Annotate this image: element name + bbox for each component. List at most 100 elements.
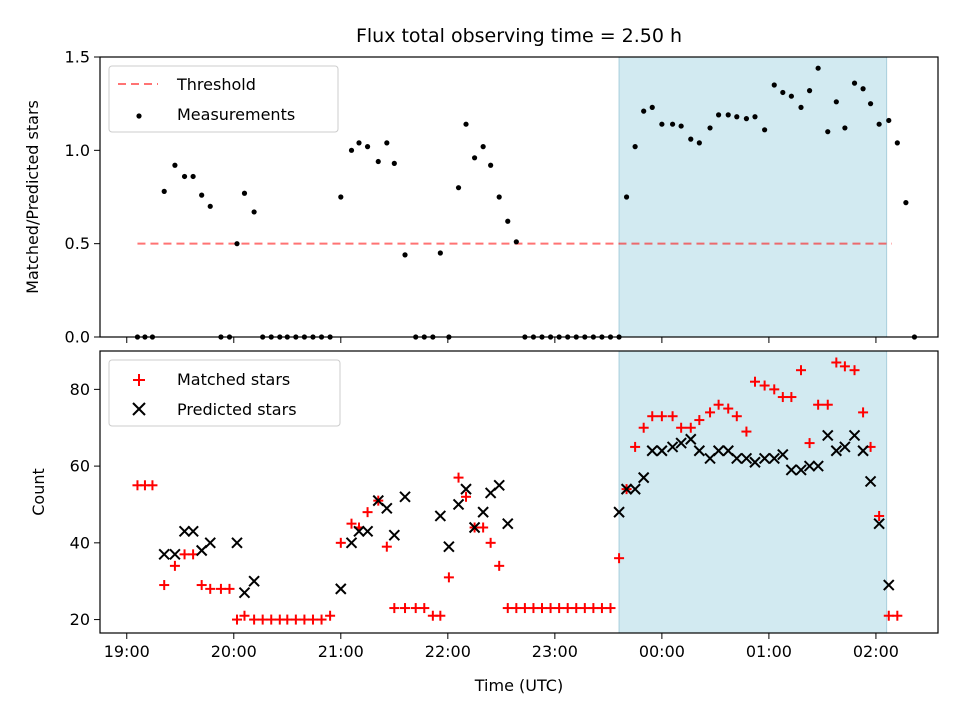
measurement-point — [480, 144, 486, 150]
predicted-star-point — [629, 483, 641, 495]
predicted-star-point — [839, 441, 851, 453]
predicted-star-point — [169, 548, 181, 561]
top-panel: 0.0 0.5 1.0 1.5 Flux total observing time =… — [23, 25, 939, 347]
predicted-star-point — [785, 464, 798, 476]
x-tick-label: 02:00 — [853, 642, 899, 661]
x-tick-label: 22:00 — [425, 642, 471, 661]
predicted-star-point — [675, 437, 687, 449]
measurement-point — [851, 80, 858, 86]
measurement-point — [780, 89, 786, 96]
matched-star-point — [325, 610, 336, 621]
predicted-star-point — [637, 471, 650, 484]
x-axis-label: Time (UTC) — [474, 676, 563, 695]
matched-star-point — [786, 392, 797, 403]
matched-star-point — [528, 603, 539, 614]
measurement-point — [356, 140, 362, 146]
measurement-point — [725, 112, 731, 118]
matched-star-point — [579, 603, 590, 614]
matched-star-point — [874, 510, 885, 521]
matched-star-point — [562, 603, 573, 614]
measurement-point — [641, 108, 647, 114]
matched-star-point — [713, 399, 724, 410]
matched-star-point — [290, 614, 301, 625]
top-y-axis-label: Matched/Predicted stars — [23, 100, 42, 294]
predicted-star-point — [204, 537, 216, 549]
measurement-point — [488, 162, 494, 168]
matched-star-point — [224, 583, 235, 594]
matched-star-point — [605, 603, 616, 614]
matched-star-point — [215, 583, 226, 594]
predicted-star-point — [335, 583, 347, 595]
measurement-point — [696, 140, 702, 146]
measurement-point — [496, 194, 502, 200]
predicted-star-point — [795, 464, 807, 476]
matched-star-point — [839, 361, 850, 372]
predicted-star-point — [388, 529, 401, 541]
matched-star-point — [443, 572, 454, 583]
measurement-point — [161, 188, 167, 194]
matched-star-point — [419, 603, 430, 614]
matched-star-point — [299, 614, 310, 625]
bottom-x-ticks: 19:00 20:00 21:00 22:00 23:00 00:00 01:00 02:00 — [104, 633, 899, 661]
bottom-y-tick-label: 40 — [70, 533, 90, 552]
matched-star-point — [307, 614, 318, 625]
matched-star-point — [381, 541, 392, 552]
x-tick-label: 20:00 — [211, 642, 257, 661]
measurement-point — [207, 203, 213, 209]
measurement-point — [437, 250, 443, 256]
measurement-point — [688, 136, 694, 142]
measurement-point — [463, 121, 469, 127]
top-y-tick-label: 1.5 — [65, 48, 90, 67]
matched-star-point — [676, 422, 687, 433]
measurement-point — [348, 147, 355, 153]
matched-star-point — [749, 376, 760, 387]
measurement-point — [649, 104, 655, 110]
predicted-star-point — [238, 587, 251, 599]
measurement-point — [471, 155, 478, 161]
legend-matched-label: Matched stars — [177, 370, 290, 389]
predicted-star-point — [178, 525, 191, 538]
bottom-y-tick-label: 80 — [70, 380, 90, 399]
matched-star-point — [667, 411, 678, 422]
predicted-star-point — [873, 517, 885, 530]
top-axes-frame — [99, 56, 939, 338]
measurement-point — [752, 114, 758, 120]
measurement-point — [903, 200, 909, 206]
predicted-star-point — [399, 491, 411, 503]
matched-star-point — [596, 603, 607, 614]
matched-star-point — [389, 603, 400, 614]
x-tick-label: 23:00 — [532, 642, 578, 661]
measurement-point — [199, 192, 205, 198]
matched-star-point — [485, 537, 496, 548]
bottom-highlight-span — [618, 350, 888, 634]
matched-star-point — [537, 603, 548, 614]
measurement-point — [513, 239, 519, 245]
matched-star-point — [511, 603, 522, 614]
predicted-star-point — [361, 525, 374, 538]
matched-star-point — [685, 422, 696, 433]
predicted-star-point — [777, 448, 789, 461]
legend-predicted-swatch — [132, 402, 146, 416]
matched-star-point — [892, 610, 903, 621]
matched-star-point — [638, 422, 649, 433]
measurement-point — [190, 173, 196, 180]
predicted-star-point — [493, 479, 505, 491]
measurement-point — [391, 160, 397, 166]
x-tick-label: 00:00 — [639, 642, 685, 661]
measurement-point — [798, 104, 804, 110]
matched-star-point — [813, 399, 824, 410]
predicted-star-point — [740, 452, 753, 465]
measurement-point — [771, 82, 777, 88]
matched-star-point — [731, 411, 742, 422]
predicted-star-point — [758, 452, 771, 465]
matched-star-point — [239, 610, 250, 621]
legend-matched-swatch — [133, 374, 145, 386]
measurement-point — [743, 116, 750, 122]
measurement-point — [402, 252, 408, 258]
predicted-star-point — [187, 525, 199, 538]
matched-star-point — [849, 365, 860, 376]
matched-star-point — [169, 560, 180, 571]
top-highlight-span — [618, 56, 888, 338]
matched-star-point — [588, 603, 599, 614]
matched-star-point — [705, 407, 716, 418]
